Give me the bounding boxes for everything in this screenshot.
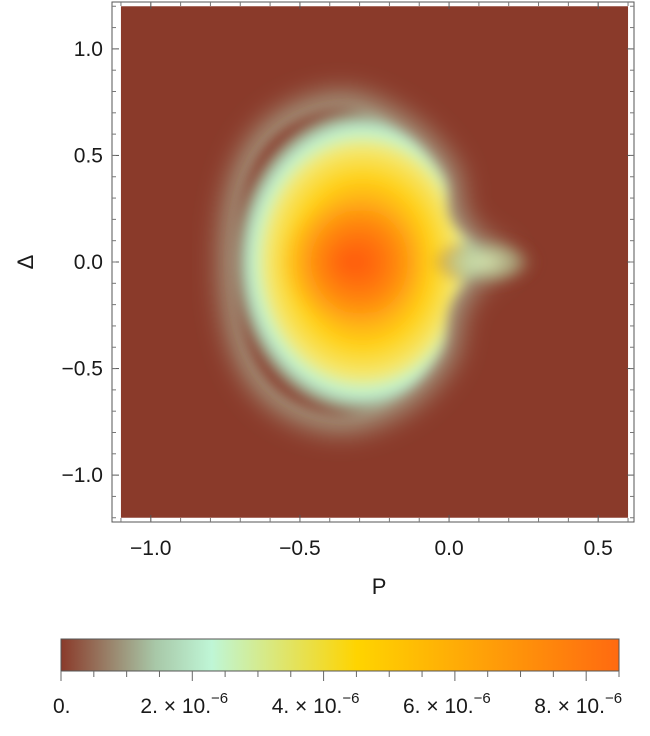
colorbar [60, 638, 620, 672]
x-axis-label: P [372, 574, 387, 599]
x-tick-label: −0.5 [279, 537, 320, 560]
colorbar-tick-label: 2. × 10.−6 [140, 690, 228, 718]
colorbar-ticks: 0. 2. × 10.−6 4. × 10.−6 6. × 10.−6 8. × 10.… [53, 671, 622, 718]
y-tick-label: 0.5 [74, 144, 103, 167]
colorbar-tick-label: 4. × 10.−6 [272, 690, 360, 718]
x-axis-ticks: −1.0 −0.5 0.0 0.5 [120, 2, 629, 560]
x-tick-label: 0.0 [434, 537, 463, 560]
y-tick-label: −0.5 [62, 358, 103, 381]
x-tick-label: 0.5 [584, 537, 613, 560]
heatmap-layer [120, 6, 629, 518]
y-tick-label: 0.0 [74, 251, 103, 274]
y-axis-label: Δ [13, 254, 38, 269]
colorbar-tick-label: 0. [53, 695, 71, 718]
heatmap-core [276, 198, 426, 326]
y-tick-label: 1.0 [74, 38, 103, 61]
y-axis-ticks: 1.0 0.5 0.0 −0.5 −1.0 [62, 5, 634, 519]
x-tick-label: −1.0 [130, 537, 171, 560]
y-tick-label: −1.0 [62, 464, 103, 487]
heatmap-tail [431, 236, 539, 288]
colorbar-tick-label: 6. × 10.−6 [403, 690, 491, 718]
colorbar-tick-label: 8. × 10.−6 [534, 690, 622, 718]
